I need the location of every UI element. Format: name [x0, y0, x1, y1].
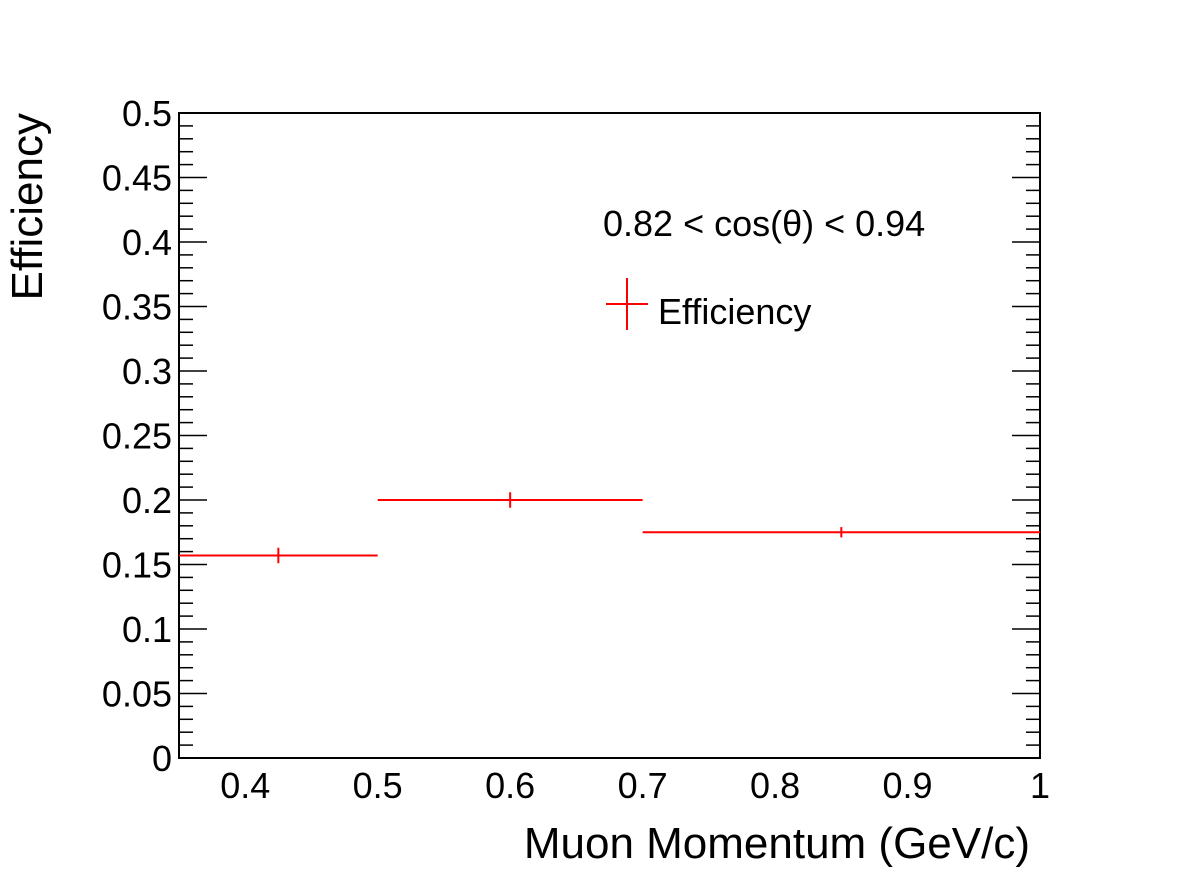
- x-tick-labels: 0.4 0.5 0.6 0.7 0.8 0.9 1: [220, 765, 1050, 806]
- y-tick-label: 0.1: [122, 609, 172, 650]
- legend-entry-label: Efficiency: [658, 291, 811, 332]
- y-tick-label: 0: [152, 738, 172, 779]
- x-tick-label: 0.9: [883, 765, 933, 806]
- y-tick-labels: 0 0.05 0.1 0.15 0.2 0.25 0.3 0.35 0.4 0.45 0.5: [102, 93, 172, 779]
- y-tick-label: 0.2: [122, 480, 172, 521]
- series-efficiency: [179, 492, 1040, 564]
- y-tick-label: 0.3: [122, 351, 172, 392]
- y-tick-label: 0.4: [122, 222, 172, 263]
- x-tick-label: 0.5: [353, 765, 403, 806]
- y-tick-label: 0.05: [102, 674, 172, 715]
- data-point: [642, 527, 1040, 538]
- x-axis-label: Muon Momentum (GeV/c): [524, 819, 1030, 868]
- cut-annotation: 0.82 < cos(θ) < 0.94: [603, 203, 925, 244]
- legend: Efficiency: [606, 278, 811, 332]
- y-tick-label: 0.5: [122, 93, 172, 134]
- data-point: [179, 547, 378, 564]
- y-tick-label: 0.35: [102, 287, 172, 328]
- y-tick-label: 0.15: [102, 545, 172, 586]
- data-point: [377, 492, 643, 508]
- x-tick-label: 0.6: [485, 765, 535, 806]
- x-tick-label: 0.4: [220, 765, 270, 806]
- plot-frame: [178, 112, 1041, 759]
- y-tick-label: 0.45: [102, 158, 172, 199]
- y-tick-label: 0.25: [102, 416, 172, 457]
- x-tick-label: 0.8: [750, 765, 800, 806]
- x-tick-label: 1: [1030, 765, 1050, 806]
- y-axis-label: Efficiency: [3, 113, 52, 301]
- axis-ticks: [179, 112, 1040, 759]
- x-tick-label: 0.7: [618, 765, 668, 806]
